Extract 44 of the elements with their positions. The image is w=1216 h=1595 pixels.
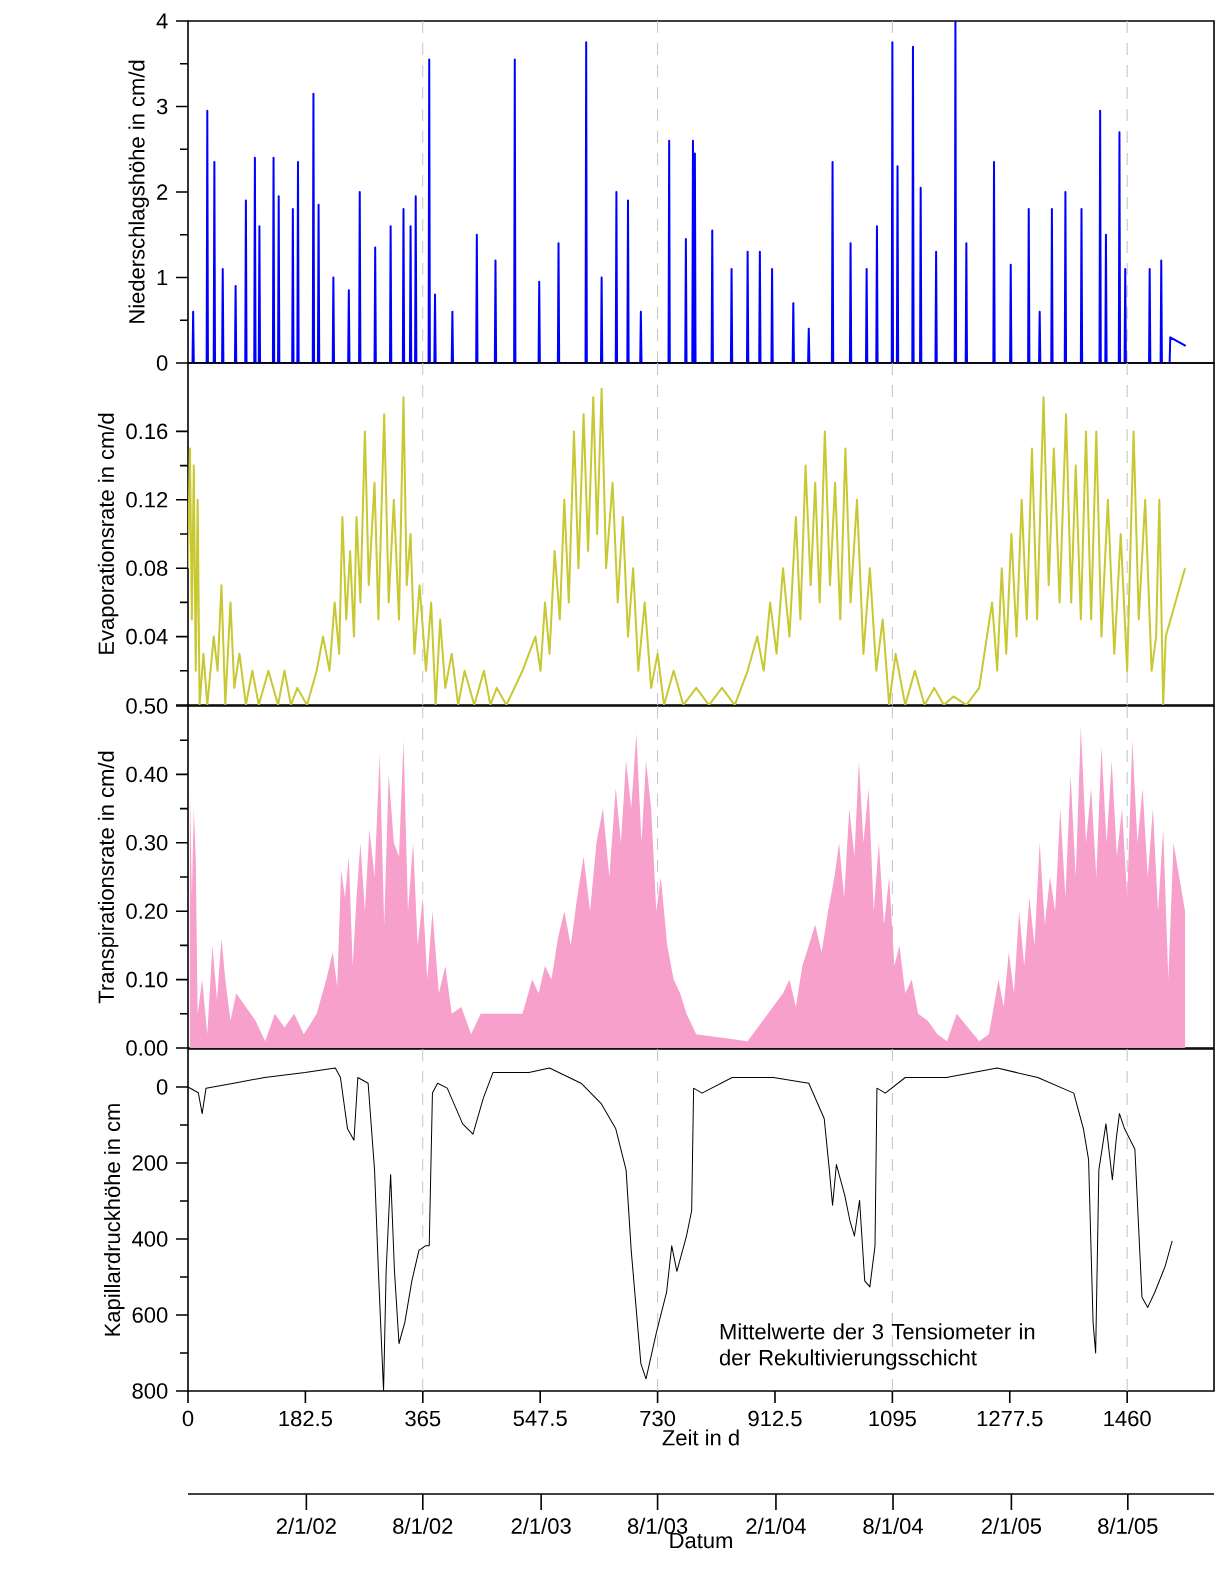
x2-tick-label: 2/1/04 — [746, 1517, 806, 1534]
y-tick-label: 0.12 — [126, 492, 168, 508]
y-tick-label: 3 — [156, 98, 168, 115]
x-tick-label: 730 — [640, 1410, 676, 1427]
y-tick-label: 0.04 — [126, 628, 168, 645]
y-axis-title: Transpirationsrate in cm/d — [97, 751, 119, 1004]
y-tick-label: 4 — [156, 13, 168, 29]
y-tick-label: 0.08 — [126, 560, 168, 576]
x2-tick-label: 8/1/05 — [1098, 1517, 1158, 1534]
y-tick-label: 800 — [132, 1383, 168, 1399]
x2-tick-label: 8/1/04 — [863, 1517, 923, 1534]
x2-tick-label: 8/1/02 — [393, 1517, 453, 1534]
y-tick-label: 0.40 — [126, 766, 168, 783]
y-tick-label: 0.00 — [126, 1040, 168, 1056]
x2-tick-label: 8/1/03 — [627, 1517, 688, 1534]
x2-tick-label: 2/1/03 — [511, 1517, 571, 1534]
y-tick-label: 0.50 — [126, 698, 168, 714]
y-axis-title: Kapillardruckhöhe in cm — [104, 1104, 125, 1336]
x2-axis-title: Datum — [670, 1532, 732, 1549]
y-axis-title: Niederschlagshöhe in cm/d — [128, 60, 149, 323]
x2-tick-label: 2/1/02 — [276, 1517, 336, 1534]
x-tick-label: 912.5 — [748, 1410, 802, 1427]
y-axis-title: Evaporationsrate in cm/d — [97, 413, 119, 654]
x-tick-label: 365 — [405, 1410, 441, 1427]
x-tick-label: 1095 — [869, 1410, 916, 1427]
x-tick-label: 1460 — [1104, 1410, 1151, 1427]
y-tick-label: 0.16 — [126, 423, 168, 440]
x-tick-label: 0 — [182, 1410, 194, 1427]
x-tick-label: 547.5 — [513, 1410, 567, 1427]
x-tick-label: 1277.5 — [977, 1410, 1043, 1427]
annotation: Mittelwerte der 3 Tensiometer in der Rekultivierungsschicht — [719, 1323, 1035, 1370]
y-tick-label: 400 — [132, 1231, 168, 1247]
y-tick-label: 0.20 — [126, 903, 168, 919]
x-tick-label: 182.5 — [279, 1410, 332, 1427]
y-tick-label: 0 — [156, 355, 168, 371]
y-tick-label: 0.10 — [126, 971, 168, 988]
y-tick-label: 200 — [132, 1155, 168, 1171]
x-axis-title: Zeit in d — [662, 1429, 739, 1446]
y-tick-label: 600 — [132, 1307, 168, 1323]
y-tick-label: 1 — [157, 269, 168, 286]
y-tick-label: 0.30 — [126, 835, 168, 851]
y-tick-label: 2 — [157, 184, 168, 200]
x2-tick-label: 2/1/05 — [981, 1517, 1042, 1534]
y-tick-label: 0 — [156, 1079, 168, 1095]
